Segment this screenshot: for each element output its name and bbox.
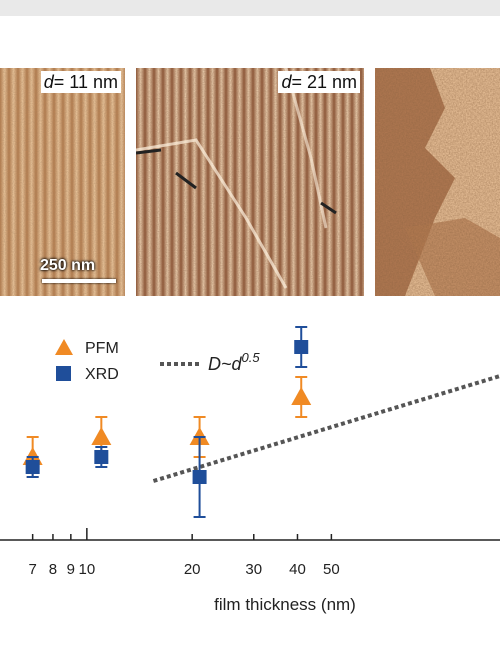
xrd-marker — [25, 460, 40, 474]
x-tick-label-9: 9 — [67, 561, 75, 578]
pfm-image-third — [375, 68, 500, 296]
fit-line — [152, 374, 500, 483]
pfm-marker — [91, 427, 112, 445]
pfm-marker — [291, 387, 312, 405]
xrd-marker — [192, 470, 207, 484]
panel-label-11nm: d= 11 nm — [40, 71, 121, 93]
x-tick-label-7: 7 — [28, 561, 36, 578]
legend-pfm-label: PFM — [85, 340, 119, 357]
page-header-band — [0, 0, 500, 16]
legend-fit-label: D~d0.5 — [208, 350, 260, 374]
legend-xrd-marker — [56, 366, 71, 381]
xrd-point-3 — [294, 326, 309, 368]
xrd-point-2 — [192, 436, 207, 518]
x-tick-label-30: 30 — [245, 561, 262, 578]
thickness-chart: PFM XRD D~d0.5 7 8 9 10 20 30 40 50 film thickn… — [0, 326, 500, 614]
scale-bar-label: 250 nm — [40, 257, 96, 274]
x-tick-label-40: 40 — [289, 561, 306, 578]
xrd-marker — [94, 450, 109, 464]
x-tick-label-8: 8 — [49, 561, 57, 578]
legend-xrd-label: XRD — [85, 366, 119, 383]
xrd-point-1 — [94, 446, 109, 468]
x-tick-label-20: 20 — [184, 561, 201, 578]
pfm-image-11nm: d= 11 nm — [0, 68, 125, 296]
pfm-image-21nm: d= 21 nm — [136, 68, 364, 296]
legend-pfm-marker — [55, 339, 73, 355]
x-tick-label-50: 50 — [323, 561, 340, 578]
x-tick-label-10: 10 — [79, 561, 96, 578]
pfm-point-3 — [291, 376, 312, 418]
xrd-marker — [294, 340, 309, 354]
scale-bar — [42, 279, 116, 283]
xrd-point-0 — [25, 456, 40, 478]
panel-label-21nm: d= 21 nm — [278, 71, 360, 93]
x-axis-title: film thickness (nm) — [214, 595, 356, 614]
